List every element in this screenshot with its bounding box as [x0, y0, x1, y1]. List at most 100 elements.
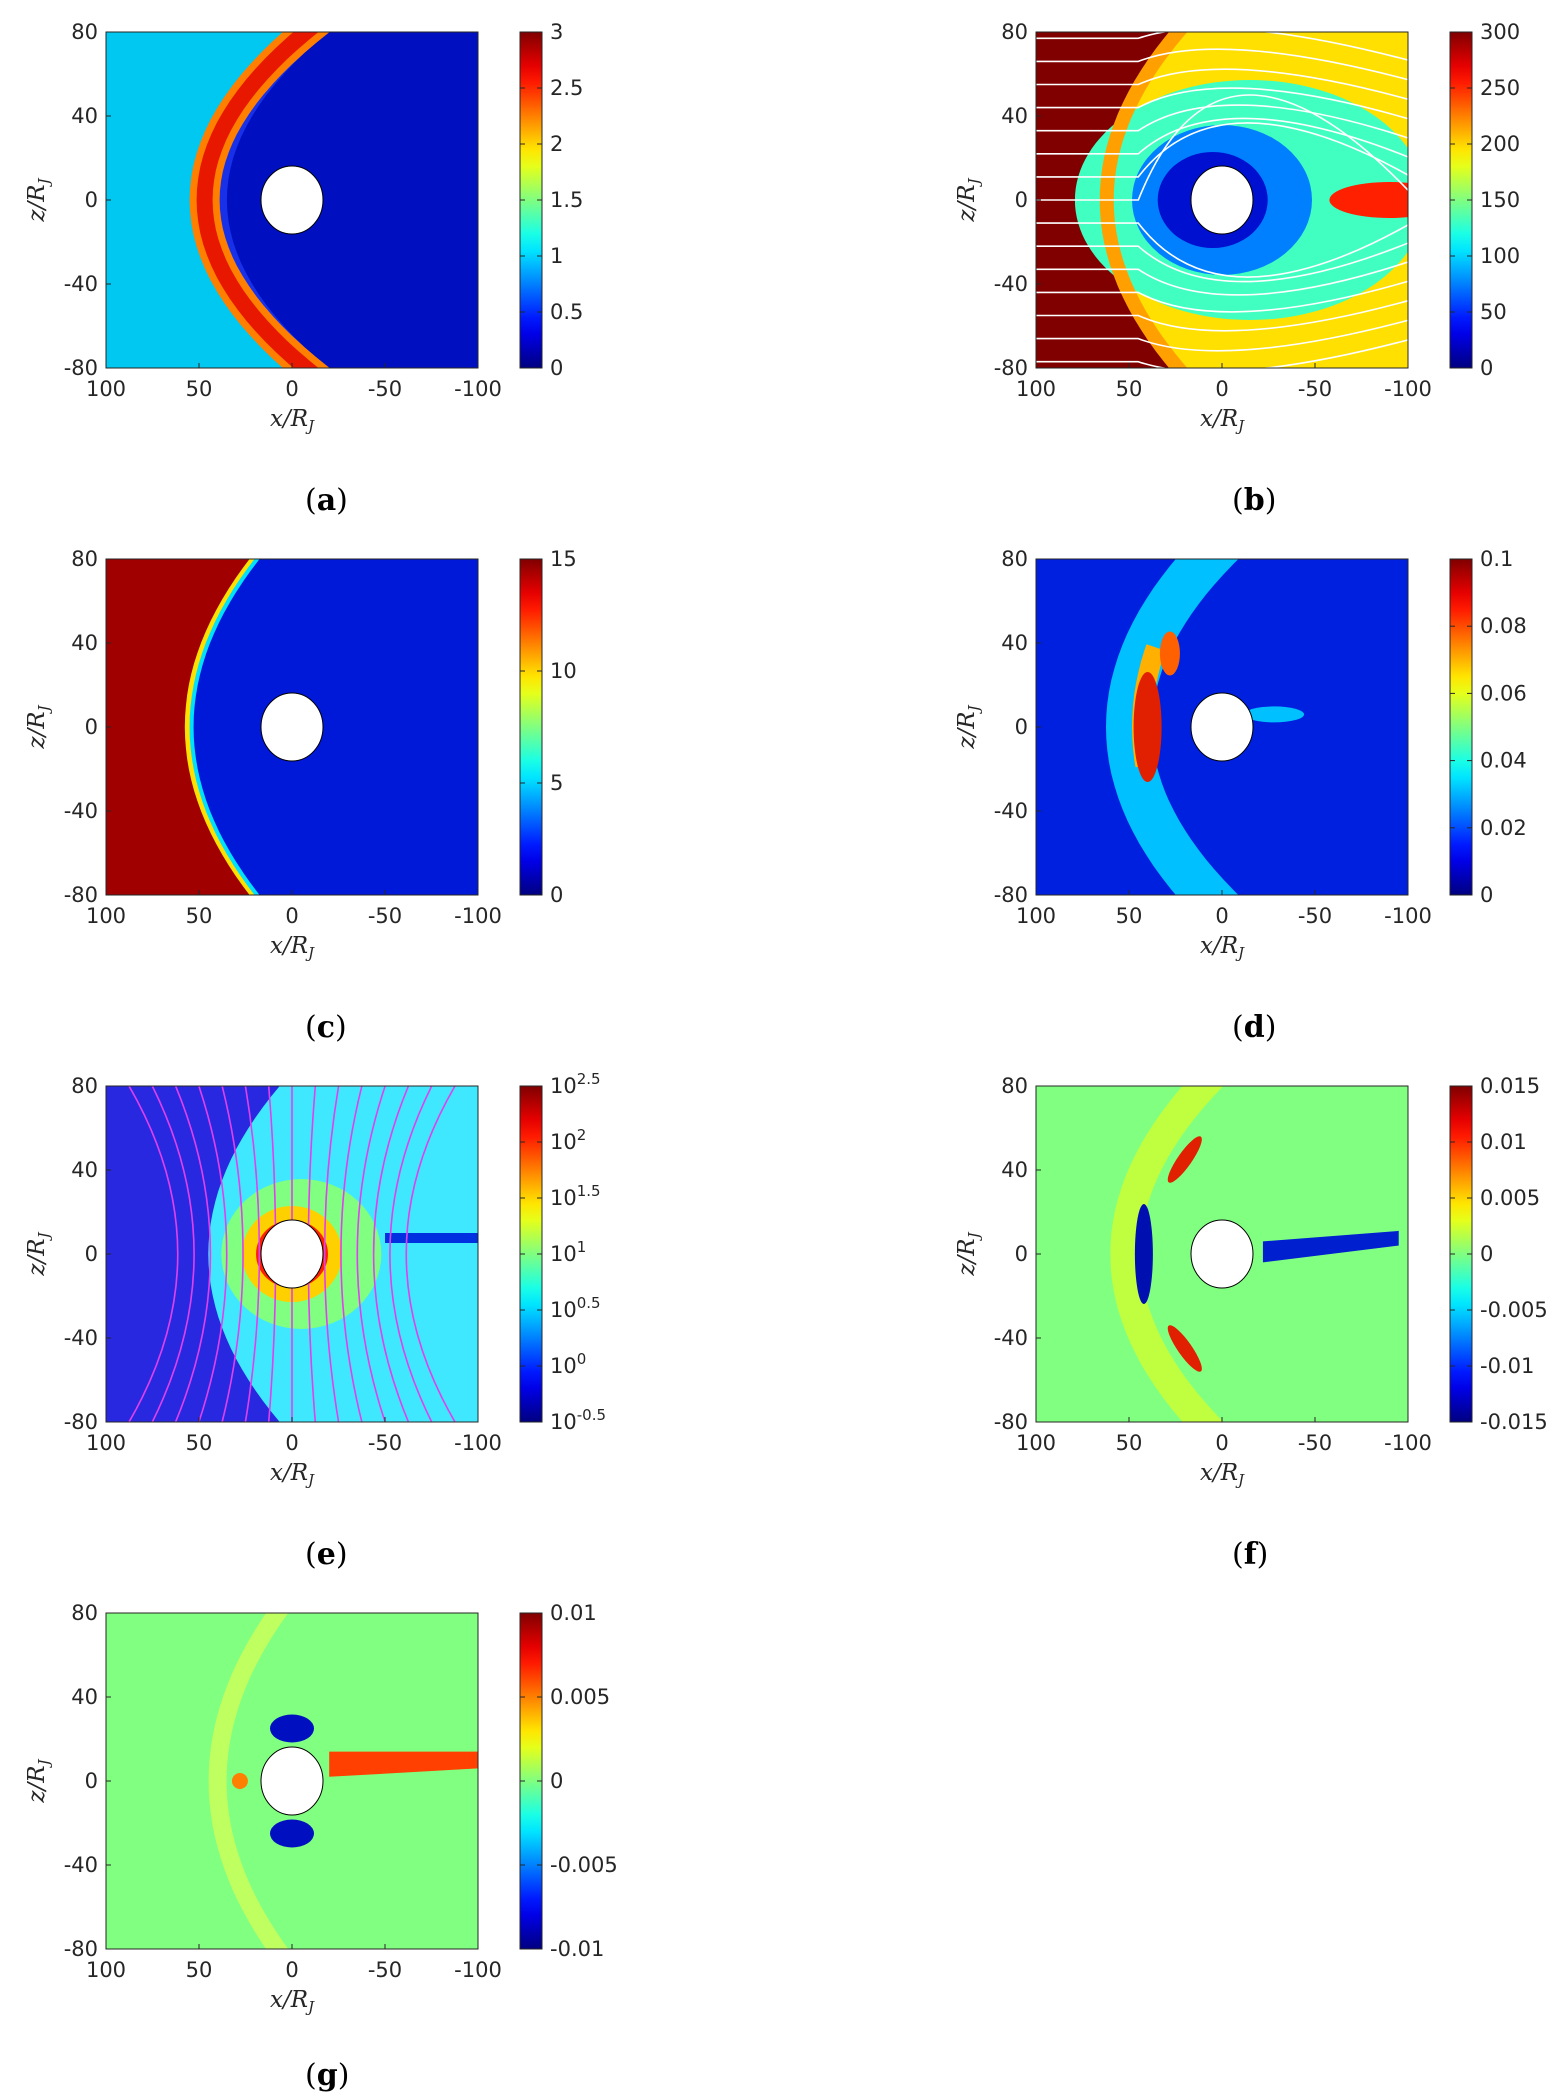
streamline	[1036, 242, 1408, 283]
colorbar-tick-label: 101.5	[550, 1182, 601, 1210]
colorbar-tick-label: 101	[550, 1238, 586, 1266]
y-axis-label: z/RJ	[24, 1231, 53, 1276]
streamline	[1036, 339, 1408, 368]
planet-disk	[1190, 692, 1254, 762]
x-tick-label: 0	[285, 904, 298, 928]
planet-disk	[260, 692, 324, 762]
y-tick-label: 80	[1001, 547, 1028, 571]
streamline	[1036, 319, 1408, 352]
streamline	[372, 1086, 410, 1422]
colorbar	[519, 558, 543, 896]
panel-label-g: (g)	[305, 2058, 350, 2093]
panel-label-c: (c)	[305, 1010, 347, 1045]
y-tick-label: 40	[1001, 104, 1028, 128]
x-tick-label: -100	[1384, 377, 1432, 401]
colorbar-tick-label: -0.005	[1480, 1298, 1548, 1322]
y-tick-label: 80	[71, 547, 98, 571]
y-tick-label: -80	[64, 1410, 98, 1434]
y-axis-label: z/RJ	[954, 704, 983, 749]
planet-disk	[260, 1746, 324, 1816]
streamline	[244, 1086, 261, 1422]
colorbar-tick-label: 102.5	[550, 1070, 601, 1098]
y-tick-label: 40	[1001, 1158, 1028, 1182]
colorbar-tick-label: 3	[550, 20, 563, 44]
colorbar-tick-label: 150	[1480, 188, 1520, 212]
x-axis-label: x/RJ	[270, 933, 315, 962]
x-tick-label: 100	[1016, 377, 1056, 401]
streamline	[127, 1086, 179, 1422]
x-tick-label: 50	[1116, 904, 1143, 928]
streamline	[405, 1086, 457, 1422]
streamline	[1036, 222, 1408, 278]
colorbar-tick-label: 100	[550, 1350, 586, 1378]
y-tick-label: 80	[1001, 1074, 1028, 1098]
x-tick-label: 100	[1016, 1431, 1056, 1455]
y-axis-label: z/RJ	[24, 177, 53, 222]
colorbar-tick-label: -0.015	[1480, 1410, 1548, 1434]
colorbar-tick-label: 0	[1480, 883, 1493, 907]
y-tick-label: -80	[994, 1410, 1028, 1434]
colorbar-tick-label: 2.5	[550, 76, 583, 100]
y-tick-label: 40	[71, 1685, 98, 1709]
colorbar-tick-label: 0.04	[1480, 749, 1527, 773]
streamline	[1036, 261, 1408, 296]
heatmap-field	[106, 32, 478, 368]
x-axis-label: x/RJ	[270, 1987, 315, 2016]
colorbar-tick-label: 250	[1480, 76, 1520, 100]
streamline	[1036, 122, 1408, 178]
colorbar-tick-label: 0.1	[1480, 547, 1513, 571]
colorbar-tick-label: 0	[550, 883, 563, 907]
streamline	[323, 1086, 340, 1422]
x-tick-label: 100	[86, 1958, 126, 1982]
y-tick-label: -80	[994, 356, 1028, 380]
x-tick-label: -50	[368, 904, 402, 928]
colorbar-tick-label: 0.015	[1480, 1074, 1540, 1098]
x-tick-label: -100	[454, 377, 502, 401]
x-tick-label: -50	[1298, 1431, 1332, 1455]
colorbar-tick-label: 0	[1480, 356, 1493, 380]
x-tick-label: 100	[86, 1431, 126, 1455]
planet-disk	[1190, 165, 1254, 235]
colorbar-tick-label: 1	[550, 244, 563, 268]
y-tick-label: -80	[994, 883, 1028, 907]
y-tick-label: -40	[994, 272, 1028, 296]
chart-panel-e: 100 50 0 -50 -100 80 40 0 -40 -80 x/RJ z/RJ 10-0.5 10…	[0, 1054, 630, 1572]
chart-panel-b: 100 50 0 -50 -100 80 40 0 -40 -80 x/RJ z/RJ 0 50 100 15…	[930, 0, 1560, 518]
y-tick-label: -40	[994, 799, 1028, 823]
streamlines	[1036, 32, 1408, 368]
x-tick-label: 50	[1116, 377, 1143, 401]
colorbar-tick-label: 200	[1480, 132, 1520, 156]
colorbar-tick-label: 0.08	[1480, 614, 1527, 638]
panel-label-e: (e)	[305, 1537, 348, 1572]
chart-panel-a: 100 50 0 -50 -100 80 40 0 -40 -80 x/RJ z/RJ 0 0.5 1 1.5…	[0, 0, 630, 518]
streamline	[356, 1086, 387, 1422]
colorbar-tick-label: 0.005	[550, 1685, 610, 1709]
streamline	[1036, 299, 1408, 332]
y-tick-label: 40	[71, 104, 98, 128]
streamline	[221, 1086, 244, 1422]
x-axis-label: x/RJ	[1200, 933, 1245, 962]
streamline	[1036, 104, 1408, 139]
heatmap-field	[1036, 559, 1408, 895]
y-tick-label: -40	[64, 1326, 98, 1350]
colorbar-tick-label: 0.01	[550, 1601, 597, 1625]
x-tick-label: 50	[186, 1958, 213, 1982]
heatmap-field	[1036, 1086, 1408, 1422]
panel-label-f: (f)	[1232, 1537, 1269, 1572]
x-tick-label: 50	[186, 1431, 213, 1455]
colorbar-tick-label: 10-0.5	[550, 1406, 606, 1434]
colorbar-tick-label: -0.005	[550, 1853, 618, 1877]
planet-disk	[1190, 1219, 1254, 1289]
chart-panel-c: 100 50 0 -50 -100 80 40 0 -40 -80 x/RJ z/RJ 0 5 10 15 (c…	[0, 527, 630, 1045]
y-tick-label: 0	[85, 1769, 98, 1793]
colorbar-tick-label: 0.5	[550, 300, 583, 324]
x-axis-label: x/RJ	[1200, 406, 1245, 435]
streamline	[1036, 87, 1408, 120]
y-tick-label: 0	[85, 1242, 98, 1266]
y-tick-label: -80	[64, 1937, 98, 1961]
streamline	[151, 1086, 195, 1422]
y-tick-label: 0	[1015, 188, 1028, 212]
x-tick-label: -100	[454, 1431, 502, 1455]
x-tick-label: 100	[1016, 904, 1056, 928]
streamline	[1036, 280, 1408, 313]
